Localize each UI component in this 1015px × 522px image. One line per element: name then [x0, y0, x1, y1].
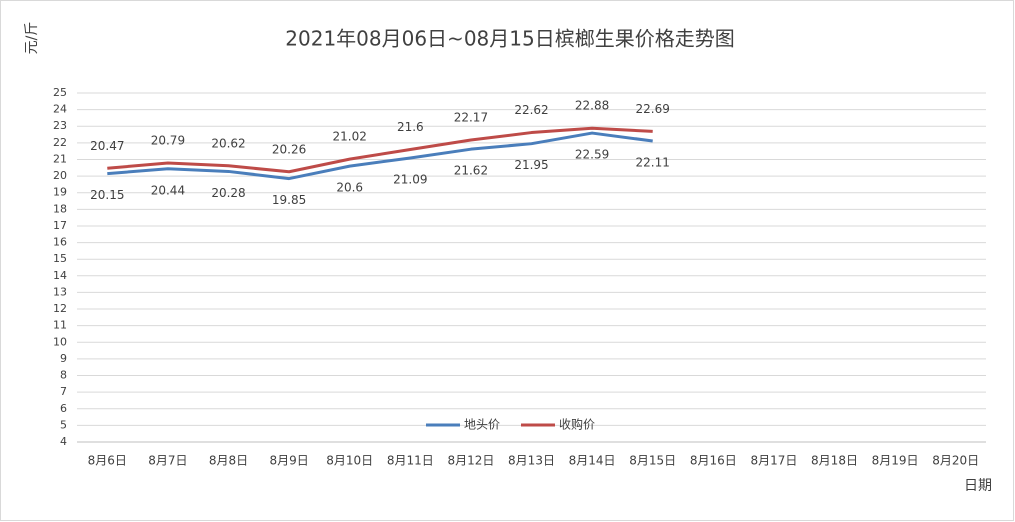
data-label: 22.88: [575, 99, 609, 113]
y-tick-label: 4: [60, 435, 67, 448]
data-label: 20.26: [272, 142, 306, 156]
data-label: 22.11: [636, 156, 670, 170]
x-tick-label: 8月15日: [629, 454, 676, 468]
legend-label: 地头价: [464, 418, 500, 432]
y-tick-label: 10: [53, 335, 67, 348]
x-tick-label: 8月14日: [569, 454, 616, 468]
x-tick-label: 8月16日: [690, 454, 737, 468]
x-tick-label: 8月8日: [209, 454, 248, 468]
y-tick-label: 20: [53, 169, 67, 182]
y-tick-label: 21: [53, 152, 67, 165]
x-tick-label: 8月19日: [872, 454, 919, 468]
y-tick-label: 18: [53, 202, 67, 215]
x-tick-label: 8月13日: [508, 454, 555, 468]
data-label: 20.47: [90, 139, 124, 153]
x-tick-label: 8月20日: [932, 454, 979, 468]
y-tick-label: 14: [53, 269, 67, 282]
x-tick-label: 8月12日: [447, 454, 494, 468]
y-tick-label: 15: [53, 252, 67, 265]
data-label: 20.79: [151, 133, 185, 147]
x-tick-label: 8月7日: [148, 454, 187, 468]
y-tick-label: 7: [60, 385, 67, 398]
data-label: 22.59: [575, 148, 609, 162]
x-tick-label: 8月11日: [387, 454, 434, 468]
series-line: [107, 131, 653, 181]
data-label: 20.28: [211, 186, 245, 200]
data-label: 20.62: [211, 136, 245, 150]
legend-label: 收购价: [559, 417, 595, 432]
y-tick-label: 5: [60, 418, 67, 431]
data-label: 21.02: [333, 130, 367, 144]
y-tick-label: 22: [53, 136, 67, 149]
y-tick-label: 25: [53, 86, 67, 99]
y-tick-label: 8: [60, 369, 67, 382]
y-tick-label: 24: [53, 103, 67, 116]
chart-title: 2021年08月06日~08月15日槟榔生果价格走势图: [285, 27, 734, 51]
data-label: 22.69: [636, 102, 670, 116]
data-label: 20.44: [151, 183, 185, 197]
series-line: [107, 126, 653, 174]
x-tick-label: 8月17日: [750, 454, 797, 468]
y-tick-label: 11: [53, 319, 67, 332]
x-tick-label: 8月10日: [326, 454, 373, 468]
data-label: 22.62: [514, 103, 548, 117]
data-label: 21.6: [397, 120, 424, 134]
data-label: 21.09: [393, 172, 427, 186]
y-tick-label: 16: [53, 236, 67, 249]
y-tick-label: 17: [53, 219, 67, 232]
x-tick-label: 8月6日: [88, 454, 127, 468]
data-label: 19.85: [272, 193, 306, 207]
x-tick-label: 8月9日: [269, 454, 308, 468]
x-axis-label: 日期: [964, 478, 992, 494]
data-label: 21.95: [514, 158, 548, 172]
y-tick-label: 13: [53, 285, 67, 298]
y-tick-label: 23: [53, 119, 67, 132]
y-tick-label: 19: [53, 186, 67, 199]
data-label: 20.15: [90, 188, 124, 202]
y-tick-label: 9: [60, 352, 67, 365]
data-label: 21.62: [454, 164, 488, 178]
data-label: 22.17: [454, 111, 488, 125]
y-axis-label: 元/斤: [24, 22, 40, 55]
x-tick-label: 8月18日: [811, 454, 858, 468]
y-tick-label: 12: [53, 302, 67, 315]
data-label: 20.6: [336, 181, 363, 195]
y-tick-label: 6: [60, 402, 67, 415]
